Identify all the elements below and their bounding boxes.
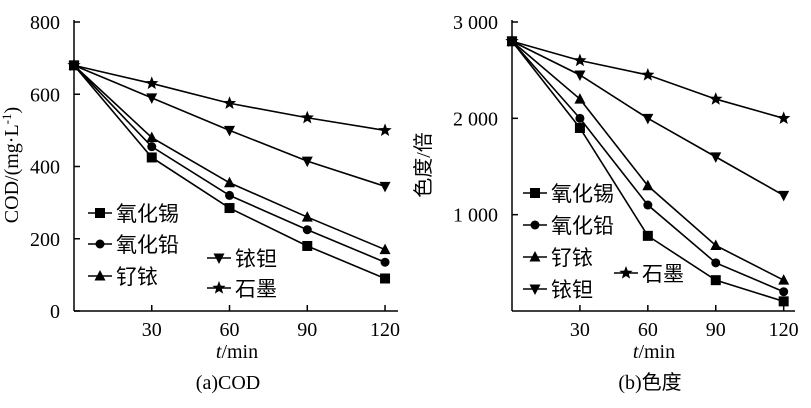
data-point-triangle-down [224,125,236,137]
data-point-triangle-down [574,70,586,81]
legend-marker-triangle-up [94,270,106,281]
data-point-circle [147,142,157,152]
data-point-triangle-up [301,211,313,222]
x-tick-label: 90 [297,319,317,341]
legend-label: 铱钽 [235,247,277,271]
data-point-square [380,273,391,284]
legend-item: 钌铱 [523,246,593,270]
data-point-star [777,111,791,124]
legend-item: 石墨 [207,277,277,301]
panel-b-y-label: 色度/倍 [412,132,435,198]
panel-a-y-label: COD/(mg·L-1) [0,107,23,223]
legend-item: 铱钽 [207,247,277,271]
legend-label: 钌铱 [551,246,593,270]
legend-marker-star [212,281,226,294]
legend-item: 钌铱 [88,265,158,289]
legend-item: 石墨 [614,262,684,286]
data-point-circle [779,287,789,297]
data-point-triangle-down [778,190,790,202]
legend-label: 氧化锡 [551,182,614,206]
y-tick-label: 2 000 [453,108,498,130]
legend-marker-square [95,208,105,218]
x-tick-label: 30 [142,319,162,341]
panel-b-x-label: t/min [633,341,675,363]
legend-label: 石墨 [642,262,684,286]
data-point-triangle-up [642,179,654,191]
data-point-star [222,96,237,109]
y-tick-label: 400 [30,157,60,179]
legend-marker-triangle-up [529,251,541,262]
x-tick-label: 60 [220,319,240,341]
legend-item: 铱钽 [523,278,593,302]
legend-marker-circle [95,239,105,249]
data-point-circle [225,190,235,200]
legend-label: 铱钽 [551,278,593,302]
data-point-triangle-down [146,93,158,104]
x-tick-label: 30 [570,319,590,341]
series-line-star [511,40,784,120]
data-point-circle [380,257,390,267]
data-point-triangle-up [710,239,722,250]
data-point-star [378,123,392,137]
legend-item: 氧化铅 [523,214,614,238]
y-tick-label: 800 [30,12,60,34]
data-point-triangle-up [224,176,236,188]
y-tick-label: 600 [30,84,60,106]
data-point-square [146,152,157,163]
panel-b-title: (b)色度 [618,371,681,394]
data-point-square [710,275,721,286]
x-tick-label: 60 [638,319,658,341]
data-point-triangle-down [642,113,654,125]
legend-item: 氧化锡 [88,202,179,226]
data-point-star [573,53,587,67]
data-point-triangle-up [778,274,790,285]
panel-a-x-label: t/min [216,341,258,363]
data-point-square [302,240,313,251]
panel-a-title: (a)COD [196,372,260,394]
data-point-triangle-down [710,152,722,163]
data-point-star [145,76,159,90]
legend-label: 氧化锡 [116,202,179,226]
data-point-circle [643,200,653,210]
legend-marker-star [619,266,633,279]
x-tick-label: 90 [706,319,726,341]
y-tick-label: 1 000 [453,205,498,227]
legend-marker-circle [530,220,540,230]
data-point-star [300,110,314,124]
data-point-square [224,203,235,214]
legend-marker-square [530,188,540,198]
legend-marker-triangle-down [213,253,225,264]
data-point-star [641,67,655,81]
legend-item: 氧化锡 [523,182,614,206]
data-point-triangle-up [146,131,158,143]
legend-label: 氧化铅 [116,233,179,257]
data-point-circle [711,258,721,268]
series-line-triangle-down [73,64,386,188]
legend-label: 石墨 [235,277,277,301]
data-point-triangle-up [379,243,391,255]
x-tick-label: 120 [370,319,400,341]
y-tick-label: 0 [50,301,60,323]
data-point-square [574,122,585,133]
x-tick-label: 120 [769,319,799,341]
data-point-square [642,230,653,241]
data-point-circle [575,113,585,123]
legend-label: 钌铱 [116,265,158,289]
legend-label: 氧化铅 [551,214,614,238]
y-tick-label: 200 [30,229,60,251]
legend-item: 氧化铅 [88,233,179,257]
data-point-triangle-down [301,156,313,168]
data-point-star [709,92,723,105]
data-point-square [778,296,789,307]
data-point-triangle-down [379,181,391,193]
data-point-triangle-up [574,93,586,104]
data-point-circle [302,225,312,235]
legend-marker-triangle-down [529,284,541,295]
y-tick-label: 3 000 [453,12,498,34]
